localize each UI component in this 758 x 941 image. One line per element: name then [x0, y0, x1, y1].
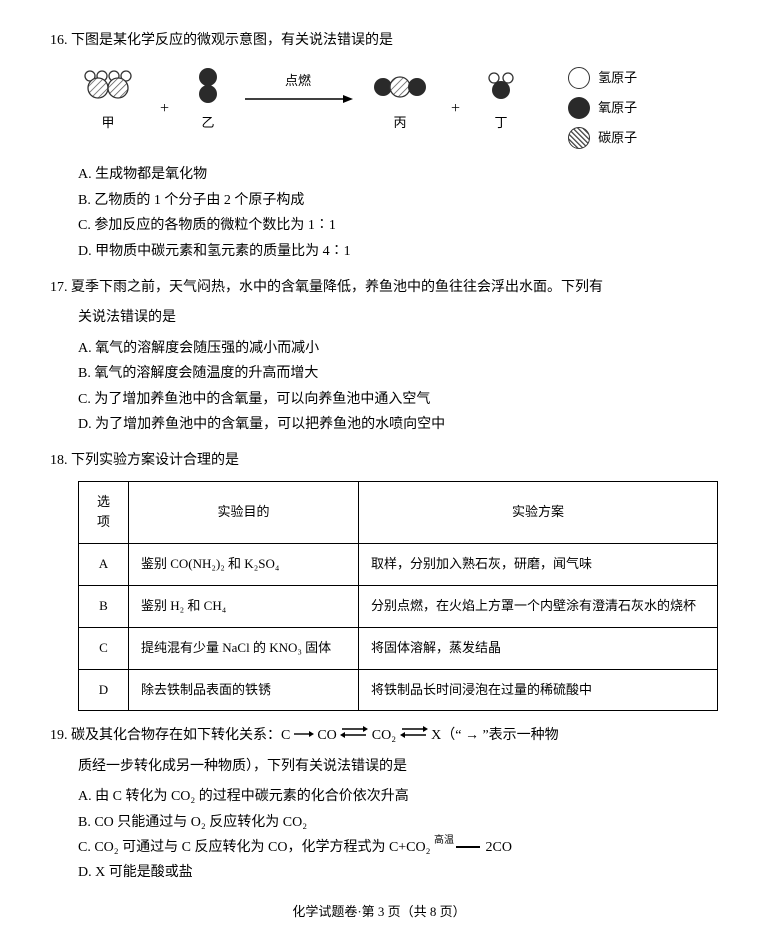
arrow-icon [294, 729, 314, 739]
q16-opt-d: D. 甲物质中碳元素和氢元素的质量比为 4∶1 [78, 241, 718, 263]
label-bing: 丙 [394, 113, 407, 134]
legend: 氢原子 氧原子 碳原子 [568, 67, 637, 149]
q16-opt-b: B. 乙物质的 1 个分子由 2 个原子构成 [78, 190, 718, 212]
arrow-svg [243, 92, 353, 106]
mol-jia-svg [80, 66, 136, 108]
label-yi: 乙 [202, 113, 215, 134]
plus-1: + [160, 96, 169, 122]
q17-stem-l1: 17. 夏季下雨之前，天气闷热，水中的含氧量降低，养鱼池中的鱼往往会浮出水面。下… [50, 277, 718, 299]
q19-stem-l1: 19. 碳及其化合物存在如下转化关系：C CO CO₂ X（“ → ”表示一种物 [50, 725, 718, 747]
q16-opt-a: A. 生成物都是氧化物 [78, 164, 718, 186]
arrow-label: 点燃 [285, 71, 311, 92]
table-row: A 鉴别 CO(NH₂)₂ 和 K₂SO₄ 取样，分别加入熟石灰，研磨，闻气味 [79, 544, 718, 586]
q18-table: 选项 实验目的 实验方案 A 鉴别 CO(NH₂)₂ 和 K₂SO₄ 取样，分别… [78, 481, 718, 712]
legend-icon-solid [568, 97, 590, 119]
legend-row-h: 氢原子 [568, 67, 637, 89]
legend-row-o: 氧原子 [568, 97, 637, 119]
cell-opt-d: D [79, 669, 129, 711]
double-arrow-icon [340, 725, 368, 739]
q16-options: A. 生成物都是氧化物 B. 乙物质的 1 个分子由 2 个原子构成 C. 参加… [78, 164, 718, 263]
q19-l1-m2: CO₂ [372, 728, 400, 743]
q19-opt-d: D. X 可能是酸或盐 [78, 862, 718, 884]
legend-icon-hatch [568, 127, 590, 149]
legend-icon-open [568, 67, 590, 89]
q19-l1-pre: 19. 碳及其化合物存在如下转化关系：C [50, 728, 294, 743]
mol-ding-svg [484, 70, 518, 104]
q16-diagram: 甲 + 乙 点燃 [80, 67, 718, 149]
q19-stem-l2: 质经一步转化成另一种物质），下列有关说法错误的是 [50, 756, 718, 778]
q19-options: A. 由 C 转化为 CO₂ 的过程中碳元素的化合价依次升高 B. CO 只能通… [78, 786, 718, 885]
table-row: C 提纯混有少量 NaCl 的 KNO₃ 固体 将固体溶解，蒸发结晶 [79, 627, 718, 669]
th-opt: 选项 [79, 481, 129, 544]
q17-options: A. 氧气的溶解度会随压强的减小而减小 B. 氧气的溶解度会随温度的升高而增大 … [78, 338, 718, 437]
th-plan: 实验方案 [359, 481, 718, 544]
cell-plan-a: 取样，分别加入熟石灰，研磨，闻气味 [359, 544, 718, 586]
label-ding: 丁 [495, 113, 508, 134]
plus-2: + [451, 96, 460, 122]
q16-opt-c: C. 参加反应的各物质的微粒个数比为 1∶1 [78, 215, 718, 237]
q18-stem: 18. 下列实验方案设计合理的是 [50, 450, 718, 472]
q17-opt-b: B. 氧气的溶解度会随温度的升高而增大 [78, 363, 718, 385]
mol-bing: 丙 [373, 67, 427, 134]
q19-l1-m1: CO [317, 728, 340, 743]
q16-stem: 16. 下图是某化学反应的微观示意图，有关说法错误的是 [50, 30, 718, 52]
arrow-group: 点燃 [243, 67, 353, 106]
q19-opt-c: C. CO₂ 可通过与 C 反应转化为 CO，化学方程式为 C+CO₂ 高温 2… [78, 837, 718, 859]
legend-row-c: 碳原子 [568, 127, 637, 149]
q19-c-pre: C. CO₂ 可通过与 C 反应转化为 CO，化学方程式为 C+CO₂ [78, 840, 434, 855]
mol-jia: 甲 [80, 67, 136, 134]
q19-c-cond: 高温 [434, 835, 454, 846]
mol-ding: 丁 [484, 67, 518, 134]
cell-opt-a: A [79, 544, 129, 586]
mol-yi-svg [193, 66, 223, 108]
legend-text-h: 氢原子 [598, 68, 637, 89]
th-purpose: 实验目的 [129, 481, 359, 544]
cell-purpose-a: 鉴别 CO(NH₂)₂ 和 K₂SO₄ [129, 544, 359, 586]
q19-opt-a: A. 由 C 转化为 CO₂ 的过程中碳元素的化合价依次升高 [78, 786, 718, 808]
cell-opt-c: C [79, 627, 129, 669]
cell-purpose-c: 提纯混有少量 NaCl 的 KNO₃ 固体 [129, 627, 359, 669]
q17-opt-c: C. 为了增加养鱼池中的含氧量，可以向养鱼池中通入空气 [78, 389, 718, 411]
table-row: B 鉴别 H₂ 和 CH₄ 分别点燃，在火焰上方罩一个内壁涂有澄清石灰水的烧杯 [79, 586, 718, 628]
table-header-row: 选项 实验目的 实验方案 [79, 481, 718, 544]
cell-opt-b: B [79, 586, 129, 628]
q17-stem-l2: 关说法错误的是 [50, 307, 718, 329]
page-footer: 化学试题卷·第 3 页（共 8 页） [0, 902, 758, 923]
cell-purpose-b: 鉴别 H₂ 和 CH₄ [129, 586, 359, 628]
table-row: D 除去铁制品表面的铁锈 将铁制品长时间浸泡在过量的稀硫酸中 [79, 669, 718, 711]
q17-opt-d: D. 为了增加养鱼池中的含氧量，可以把养鱼池的水喷向空中 [78, 414, 718, 436]
q19-l1-post: X（“ → ”表示一种物 [431, 728, 559, 743]
cell-plan-d: 将铁制品长时间浸泡在过量的稀硫酸中 [359, 669, 718, 711]
cell-plan-c: 将固体溶解，蒸发结晶 [359, 627, 718, 669]
q19-c-post: 2CO [482, 840, 512, 855]
double-arrow-icon [400, 725, 428, 739]
q17-opt-a: A. 氧气的溶解度会随压强的减小而减小 [78, 338, 718, 360]
legend-text-c: 碳原子 [598, 128, 637, 149]
cell-plan-b: 分别点燃，在火焰上方罩一个内壁涂有澄清石灰水的烧杯 [359, 586, 718, 628]
cell-purpose-d: 除去铁制品表面的铁锈 [129, 669, 359, 711]
mol-yi: 乙 [193, 67, 223, 134]
mol-bing-svg [373, 72, 427, 102]
label-jia: 甲 [101, 113, 114, 134]
q19-opt-b: B. CO 只能通过与 O₂ 反应转化为 CO₂ [78, 812, 718, 834]
legend-text-o: 氧原子 [598, 98, 637, 119]
